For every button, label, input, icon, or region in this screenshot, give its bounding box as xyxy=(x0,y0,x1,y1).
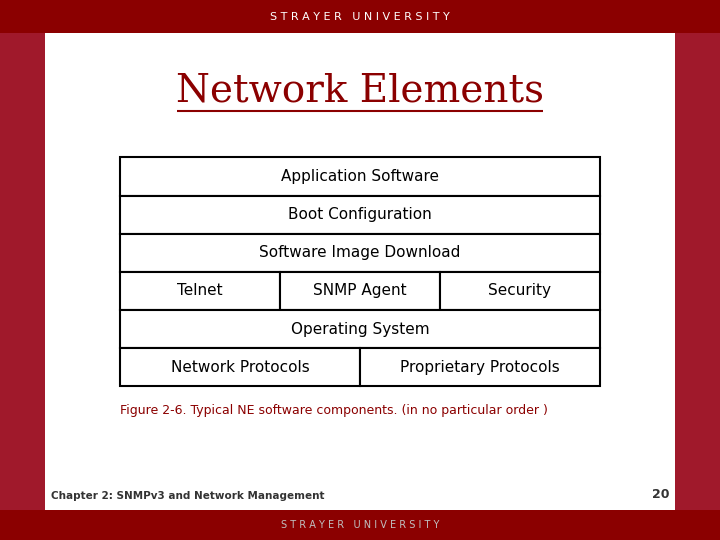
Text: Operating System: Operating System xyxy=(291,322,429,336)
Bar xyxy=(120,234,600,272)
Text: Application Software: Application Software xyxy=(281,169,439,184)
Text: Network Protocols: Network Protocols xyxy=(171,360,310,375)
Text: Network Elements: Network Elements xyxy=(176,72,544,109)
Text: Chapter 2: SNMPv3 and Network Management: Chapter 2: SNMPv3 and Network Management xyxy=(51,491,325,501)
Text: Figure 2-6. Typical NE software components. (in no particular order ): Figure 2-6. Typical NE software componen… xyxy=(120,404,548,417)
Bar xyxy=(360,348,600,386)
Text: Telnet: Telnet xyxy=(177,284,223,299)
Bar xyxy=(120,310,600,348)
Text: 20: 20 xyxy=(652,488,669,501)
Text: Proprietary Protocols: Proprietary Protocols xyxy=(400,360,559,375)
Text: Boot Configuration: Boot Configuration xyxy=(288,207,432,222)
Text: SNMP Agent: SNMP Agent xyxy=(313,284,407,299)
Text: S T R A Y E R   U N I V E R S I T Y: S T R A Y E R U N I V E R S I T Y xyxy=(270,12,450,22)
Bar xyxy=(440,272,600,310)
Text: Security: Security xyxy=(488,284,552,299)
Bar xyxy=(120,272,280,310)
Bar xyxy=(120,195,600,234)
Bar xyxy=(120,348,360,386)
Bar xyxy=(120,158,600,195)
Bar xyxy=(280,272,440,310)
Text: Software Image Download: Software Image Download xyxy=(259,245,461,260)
Text: S T R A Y E R   U N I V E R S I T Y: S T R A Y E R U N I V E R S I T Y xyxy=(281,520,439,530)
